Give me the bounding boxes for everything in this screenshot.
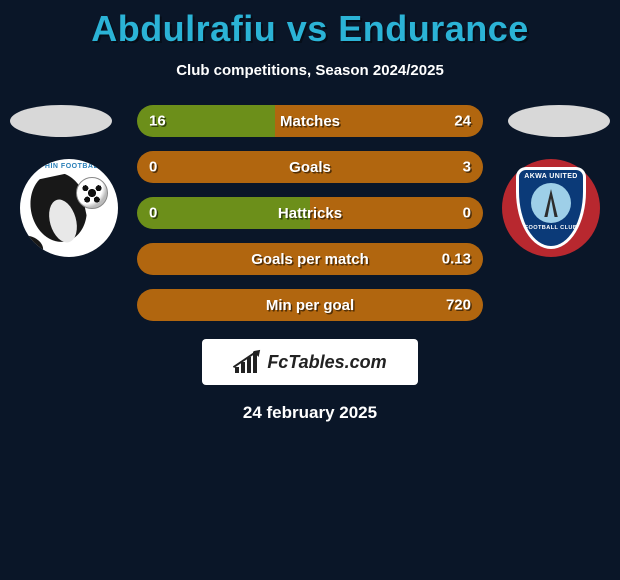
- comparison-date: 24 february 2025: [0, 403, 620, 423]
- page-title: Abdulrafiu vs Endurance: [0, 0, 620, 50]
- comparison-content: PHIN FOOTBAL AKWA UNITED FOOTBALL CLUB 1…: [0, 105, 620, 423]
- dolphin-badge-icon: PHIN FOOTBAL: [20, 159, 118, 257]
- brand-box[interactable]: FcTables.com: [202, 339, 418, 385]
- akwa-shield-icon: AKWA UNITED FOOTBALL CLUB: [516, 167, 586, 249]
- left-badge-ring-text: PHIN FOOTBAL: [20, 163, 118, 170]
- stat-value-left: 16: [149, 113, 166, 130]
- stat-bar: 720 Min per goal: [137, 289, 483, 321]
- right-badge-top-text: AKWA UNITED: [524, 173, 578, 180]
- football-icon: [76, 177, 108, 209]
- stat-bar: 0 0 Hattricks: [137, 197, 483, 229]
- player-photo-left: [10, 105, 112, 137]
- stat-value-right: 0: [463, 205, 471, 222]
- club-badge-right: AKWA UNITED FOOTBALL CLUB: [502, 159, 600, 257]
- stat-bar: 16 24 Matches: [137, 105, 483, 137]
- stat-bar: 0.13 Goals per match: [137, 243, 483, 275]
- stat-label: Hattricks: [278, 205, 342, 222]
- brand-text: FcTables.com: [267, 352, 386, 373]
- stat-value-right: 3: [463, 159, 471, 176]
- oil-rig-icon: [543, 189, 559, 217]
- stat-label: Goals: [289, 159, 331, 176]
- stat-value-right: 0.13: [442, 251, 471, 268]
- fctables-logo-icon: [233, 351, 261, 373]
- page-subtitle: Club competitions, Season 2024/2025: [0, 62, 620, 79]
- club-badge-left: PHIN FOOTBAL: [20, 159, 118, 257]
- stat-label: Matches: [280, 113, 340, 130]
- stat-value-right: 720: [446, 297, 471, 314]
- right-badge-bottom-text: FOOTBALL CLUB: [525, 225, 578, 231]
- player-photo-right: [508, 105, 610, 137]
- stat-label: Min per goal: [266, 297, 354, 314]
- stat-bars-container: 16 24 Matches 0 3 Goals 0 0 Hattricks 0.13 Goals p…: [137, 105, 483, 321]
- stat-value-left: 0: [149, 159, 157, 176]
- stat-value-left: 0: [149, 205, 157, 222]
- stat-bar: 0 3 Goals: [137, 151, 483, 183]
- stat-label: Goals per match: [251, 251, 369, 268]
- stat-value-right: 24: [454, 113, 471, 130]
